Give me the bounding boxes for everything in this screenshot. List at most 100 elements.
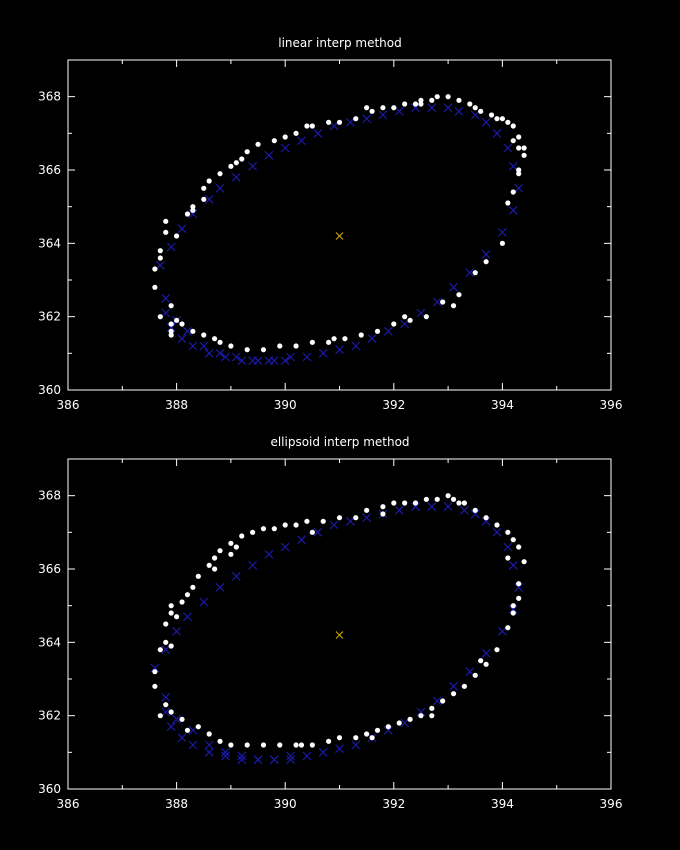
dot-point	[233, 160, 239, 166]
x-tick-label: 392	[382, 398, 405, 412]
dot-point	[190, 204, 196, 210]
cross-point	[481, 117, 491, 127]
dot-point	[228, 343, 234, 349]
dot-point	[336, 515, 343, 521]
dot-point	[434, 496, 440, 502]
dot-point	[157, 713, 163, 719]
dot-point	[168, 328, 174, 334]
cross-point	[264, 150, 274, 160]
y-tick-label: 366	[38, 163, 61, 177]
dot-point	[282, 522, 288, 528]
dot-point	[152, 669, 158, 675]
dot-point	[201, 196, 207, 202]
cross-point	[204, 747, 214, 757]
x-tick-label: 394	[491, 398, 514, 412]
cross-point	[508, 604, 518, 614]
dot-point	[510, 123, 516, 129]
dot-point	[293, 130, 299, 136]
cross-point	[302, 751, 312, 761]
dot-point	[184, 727, 191, 733]
cross-point	[454, 106, 464, 116]
dot-point	[304, 123, 310, 129]
dot-point	[228, 742, 234, 748]
dot-point	[309, 529, 315, 535]
dot-point	[233, 544, 239, 550]
cross-point	[432, 696, 442, 706]
cross-point	[231, 172, 241, 182]
cross-point	[400, 718, 410, 728]
dot-point	[510, 537, 516, 543]
dot-point	[364, 105, 370, 111]
dot-point	[217, 548, 223, 554]
dot-point	[353, 116, 359, 122]
dot-point	[309, 123, 315, 129]
cross-point	[449, 681, 458, 691]
dot-point	[260, 347, 267, 353]
dot-point	[163, 621, 169, 627]
cross-point	[481, 249, 491, 259]
cross-point	[280, 542, 290, 552]
cross-point	[237, 356, 247, 366]
dot-point	[385, 724, 391, 730]
cross-point	[199, 341, 209, 351]
x-tick-label: 386	[57, 398, 80, 412]
dot-point	[168, 303, 174, 309]
x-tick-label: 396	[600, 797, 623, 811]
cross-point	[204, 740, 214, 750]
dot-point	[494, 522, 500, 528]
dot-point	[260, 526, 267, 532]
cross-point	[166, 323, 176, 333]
cross-point	[161, 293, 171, 303]
dot-point	[326, 119, 332, 125]
cross-point	[221, 352, 230, 362]
dot-point	[445, 94, 451, 100]
dot-point	[472, 270, 478, 276]
cross-point	[302, 352, 312, 362]
dot-point	[217, 171, 223, 177]
cross-point	[416, 707, 426, 717]
cross-point	[215, 183, 225, 193]
cross-point	[329, 520, 339, 530]
dot-point	[152, 266, 158, 272]
dot-point	[206, 562, 212, 568]
dot-point	[157, 314, 163, 320]
cross-point	[231, 352, 241, 362]
dot-point	[228, 551, 234, 557]
dot-point	[494, 647, 500, 653]
axis-ticks: 386 388 390 392 394 396 360 362 364 366 368	[38, 59, 622, 412]
dot-point	[478, 108, 484, 114]
dot-point	[168, 332, 174, 338]
dot-point	[418, 97, 424, 103]
dot-point	[163, 218, 169, 224]
y-tick-label: 364	[38, 236, 61, 250]
dot-point	[369, 108, 375, 114]
dot-point	[195, 573, 201, 579]
dot-point	[402, 314, 408, 320]
dot-point	[212, 566, 218, 572]
cross-point	[188, 740, 198, 750]
cross-point	[237, 755, 247, 765]
dot-point	[369, 735, 375, 741]
cross-point	[280, 356, 290, 366]
dot-point	[521, 559, 527, 565]
cross-point	[215, 348, 225, 358]
dot-point	[450, 691, 457, 697]
y-tick-label: 362	[38, 310, 61, 324]
dot-point	[320, 518, 326, 524]
cross-point	[318, 747, 328, 757]
series-dots	[152, 493, 527, 748]
dot-point	[244, 742, 250, 748]
dot-point	[510, 138, 516, 144]
dot-point	[488, 112, 495, 118]
dot-point	[412, 101, 419, 107]
dot-point	[168, 709, 174, 715]
dot-point	[163, 639, 169, 645]
dot-point	[456, 500, 462, 506]
dot-point	[521, 152, 527, 158]
dot-point	[407, 716, 413, 722]
dot-point	[461, 683, 467, 689]
dot-point	[412, 500, 419, 506]
cross-point	[497, 227, 507, 237]
